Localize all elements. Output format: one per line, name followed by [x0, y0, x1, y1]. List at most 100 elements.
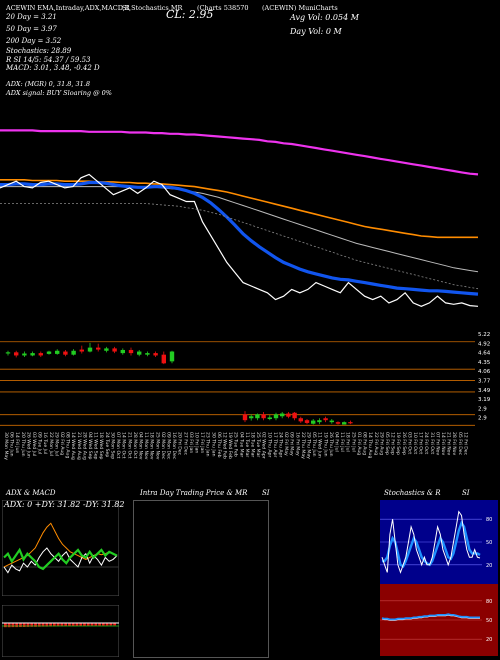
date-label-27: 25 Mon Nov	[154, 432, 160, 460]
date-label-64: 08 Fri Aug	[362, 432, 368, 455]
macd-hist-bar-2	[11, 623, 15, 628]
avg-volume-label: Avg Vol: 0.054 M	[290, 13, 359, 22]
date-label-9: 29 Mon Jul	[53, 432, 59, 456]
rsi-line	[381, 613, 480, 621]
macd-hist-bar-15	[60, 623, 64, 627]
rsi-panel: 80 50 20	[380, 584, 498, 656]
macd-hist-bar-4	[19, 623, 22, 627]
candle-body-3	[30, 353, 35, 356]
stoch-k-line	[381, 510, 481, 574]
price-tick-8: 2.9	[478, 406, 487, 412]
date-label-38: 06 Thu Feb	[216, 432, 222, 458]
macd-hist-bar-29	[113, 623, 116, 626]
candle-body-4	[38, 353, 43, 356]
date-label-80: 28 Fri Nov	[451, 432, 457, 455]
price-tick-2: 4.64	[478, 351, 491, 357]
candle-body-38	[348, 422, 353, 424]
date-label-60: 11 Fri Jul	[339, 432, 345, 452]
candle-body-12	[104, 348, 109, 351]
macd-hist-bar-7	[30, 623, 34, 627]
macd-hist-bar-9	[37, 623, 41, 627]
date-label-75: 24 Fri Oct	[423, 432, 429, 454]
macd-hist-bar-0	[4, 623, 7, 628]
candle-body-6	[55, 350, 60, 354]
main-price-chart	[0, 129, 479, 307]
candle-body-26	[273, 414, 279, 419]
macd-hist-bar-25	[98, 623, 101, 626]
date-label-48: 17 Thu Apr	[272, 432, 278, 457]
date-label-1: 06 Thu Jun	[9, 432, 15, 457]
sma200-label: 200 Day = 3.52	[6, 37, 62, 45]
date-label-50: 02 Fri May	[283, 432, 289, 456]
date-label-65: 14 Thu Aug	[367, 432, 373, 458]
sma50-label: 50 Day = 3.97	[6, 25, 57, 33]
date-label-10: 02 Fri Aug	[59, 432, 65, 455]
date-label-31: 20 Fri Dec	[177, 432, 183, 456]
date-label-49: 24 Thu Apr	[278, 432, 284, 457]
date-label-35: 17 Fri Jan	[199, 432, 205, 453]
ema20-label: 20 Day = 3.21	[6, 13, 57, 21]
date-label-25: 11 Mon Nov	[143, 432, 149, 460]
date-label-79: 21 Fri Nov	[446, 432, 452, 455]
stoch-d-line	[382, 520, 481, 568]
date-label-51: 09 Fri May	[289, 432, 295, 456]
candle-body-18	[153, 353, 158, 356]
price-tick-6: 3.49	[478, 388, 491, 394]
rsi-label: R SI 14/5: 54.37 / 59.53	[6, 56, 91, 64]
date-label-63: 01 Fri Aug	[356, 432, 362, 455]
date-label-40: 19 Wed Feb	[227, 432, 233, 459]
date-label-22: 21 Mon Oct	[126, 432, 132, 459]
day-volume-label: Day Vol: 0 M	[290, 27, 342, 36]
adx-label: ADX: (MGR) 0, 31.8, 31.8	[6, 80, 91, 88]
macd-hist-bar-5	[22, 623, 26, 627]
candle-body-36	[335, 422, 341, 424]
macd-hist-bar-21	[83, 623, 86, 626]
macd-hist-bar-27	[105, 623, 109, 626]
adx-signal-label: ADX signal: BUY Sloaring @ 0%	[6, 89, 112, 97]
macd-panel-frame	[2, 605, 119, 657]
candle-body-1	[14, 352, 19, 356]
date-label-5: 03 Wed Jul	[31, 432, 37, 456]
rsi-tick-1: 50	[486, 618, 492, 624]
stoch-tick-1: 50	[486, 540, 492, 546]
date-label-37: 30 Thu Jan	[210, 432, 216, 457]
date-label-7: 16 Tue Jul	[42, 432, 48, 454]
macd-hist-bar-28	[109, 623, 113, 626]
date-label-76: 31 Fri Oct	[429, 432, 435, 454]
date-label-33: 03 Fri Jan	[188, 432, 194, 453]
date-label-47: 10 Thu Apr	[266, 432, 272, 457]
macd-hist-bar-20	[79, 623, 83, 626]
macd-panel	[2, 605, 119, 657]
candle-body-32	[311, 420, 316, 424]
stoch-rsi-title-si: SI	[462, 489, 470, 497]
sma100-lower-line	[0, 203, 479, 290]
macd-hist-bar-26	[101, 623, 105, 626]
date-label-74: 17 Fri Oct	[418, 432, 424, 454]
date-label-44: 18 Tue Mar	[250, 432, 256, 457]
date-label-21: 14 Mon Oct	[121, 432, 127, 459]
date-label-13: 21 Wed Aug	[76, 432, 82, 460]
candle-body-23	[255, 414, 260, 419]
date-label-53: 22 Thu May	[300, 432, 306, 459]
date-label-0: 30 Mon May	[3, 432, 9, 460]
date-label-55: 05 Thu Jun	[311, 432, 317, 457]
close-price-label: CL: 2.95	[166, 8, 214, 21]
candle-body-19	[161, 354, 166, 364]
date-label-59: 04 Fri Jul	[334, 432, 340, 452]
date-label-18: 24 Tue Sep	[104, 432, 110, 457]
adx-values-label: ADX: 0 +DY: 31.82 -DY: 31.82	[4, 500, 125, 509]
macd-hist-bar-24	[94, 623, 98, 626]
stoch-tick-2: 20	[486, 563, 492, 569]
price-line	[0, 173, 479, 307]
stochastics-label: Stochastics: 28.89	[6, 47, 72, 55]
stoch-rsi-title: Stochastics & R	[384, 489, 441, 497]
date-label-29: 09 Mon Dec	[166, 432, 172, 460]
candle-body-11	[96, 347, 101, 350]
macd-hist-bar-10	[41, 623, 45, 627]
date-label-23: 28 Mon Oct	[132, 432, 138, 459]
candle-body-28	[286, 413, 291, 417]
date-axis: 30 Mon May 06 Thu Jun 14 Fri Jun 20 Thu Jun…	[3, 432, 468, 460]
candle-body-24	[261, 414, 266, 419]
date-label-69: 12 Fri Sep	[390, 432, 396, 455]
intraday-panel	[133, 500, 269, 658]
